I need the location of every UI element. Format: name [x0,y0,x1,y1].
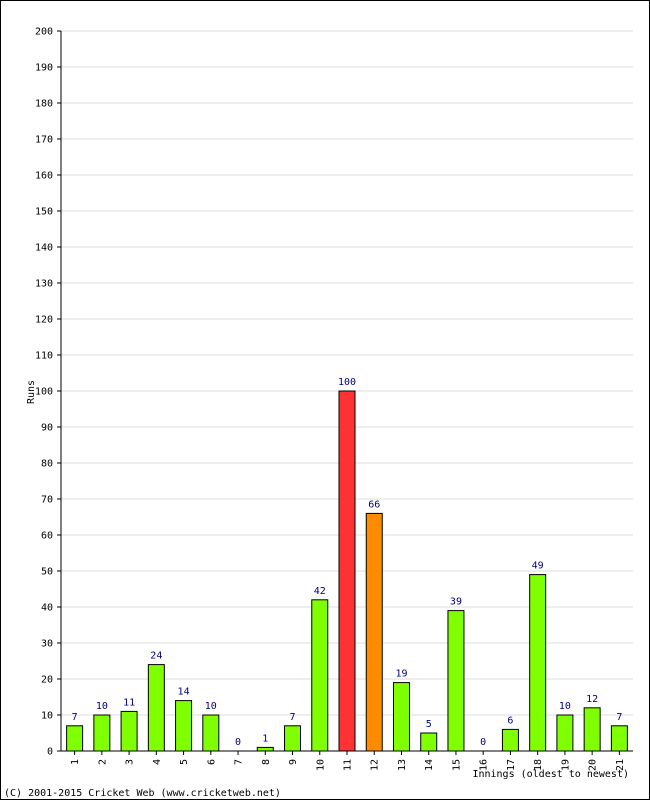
y-tick-label: 110 [35,351,53,362]
data-label-innings-20: 12 [586,694,598,705]
data-label-innings-6: 10 [205,701,217,712]
data-label-innings-13: 19 [395,669,407,680]
x-tick-label: 10 [315,759,326,771]
data-label-innings-19: 10 [559,701,571,712]
x-tick-label: 4 [152,759,163,765]
x-tick-label: 1 [70,759,81,765]
y-tick-label: 180 [35,99,53,110]
bar-innings-8 [256,746,274,752]
bar-innings-9 [284,725,302,752]
x-axis-title: Innings (oldest to newest) [472,769,629,780]
data-label-innings-5: 14 [178,687,190,698]
data-label-innings-17: 6 [507,715,513,726]
data-label-innings-9: 7 [290,712,296,723]
bar-innings-3 [120,710,138,752]
y-tick-label: 0 [47,747,53,758]
y-tick-label: 60 [41,531,53,542]
x-tick-label: 12 [370,759,381,771]
y-tick-label: 160 [35,171,53,182]
data-label-innings-3: 11 [123,697,135,708]
x-tick-label: 13 [397,759,408,771]
bar-innings-13 [392,682,410,752]
data-label-innings-21: 7 [616,712,622,723]
bar-innings-19 [556,714,574,752]
y-tick-label: 150 [35,207,53,218]
data-label-innings-2: 10 [96,701,108,712]
bar-innings-1 [66,725,84,752]
grid-lines [61,30,633,716]
y-tick-label: 120 [35,315,53,326]
bar-innings-15 [447,610,465,752]
y-tick-label: 80 [41,459,53,470]
x-tick-label: 19 [560,759,571,771]
bar-innings-18 [529,574,547,752]
bar-innings-12 [365,512,383,752]
y-axis-title: Runs [26,380,37,404]
y-tick-label: 190 [35,63,53,74]
x-tick-label: 16 [479,759,490,771]
data-label-innings-8: 1 [262,733,268,744]
bar-innings-20 [583,707,601,752]
y-tick-label: 70 [41,495,53,506]
bar-innings-4 [147,664,165,752]
y-tick-label: 50 [41,567,53,578]
x-tick-label: 21 [615,759,626,771]
x-tick-label: 17 [506,759,517,771]
x-tick-labels: 1 2 3 4 5 6 7 8 9 10 11 12 13 14 15 16 17 18 19 20 21 [70,751,626,771]
bar-innings-6 [202,714,220,752]
x-tick-label: 3 [125,759,136,765]
x-tick-label: 14 [424,759,435,771]
x-tick-label: 8 [261,759,272,765]
bar-innings-21 [610,725,628,752]
copyright-footer: (C) 2001-2015 Cricket Web (www.cricketwe… [4,788,281,799]
x-tick-label: 15 [451,759,462,771]
y-tick-labels: 0 10 20 30 40 50 60 70 80 90 100 110 120 130 140 150 160… [35,27,61,758]
x-tick-label: 11 [343,759,354,771]
x-tick-label: 20 [588,759,599,771]
bar-innings-17 [501,728,519,752]
y-tick-label: 170 [35,135,53,146]
y-tick-label: 20 [41,675,53,686]
bar-innings-14 [420,732,438,752]
x-tick-label: 6 [206,759,217,765]
data-label-innings-12: 66 [368,499,380,510]
data-label-innings-18: 49 [532,561,544,572]
x-tick-label: 5 [179,759,190,765]
y-tick-label: 40 [41,603,53,614]
bar-innings-11 [338,390,356,752]
x-tick-label: 7 [234,759,245,765]
data-label-innings-14: 5 [426,719,432,730]
y-tick-label: 30 [41,639,53,650]
data-label-innings-4: 24 [150,651,162,662]
data-label-innings-1: 7 [72,712,78,723]
data-label-innings-11: 100 [338,377,356,388]
y-tick-label: 130 [35,279,53,290]
bar-innings-10 [311,599,329,752]
x-tick-label: 2 [97,759,108,765]
y-tick-label: 140 [35,243,53,254]
data-label-innings-10: 42 [314,586,326,597]
y-tick-label: 100 [35,387,53,398]
bar-innings-5 [175,700,193,752]
data-label-innings-15: 39 [450,597,462,608]
y-tick-label: 90 [41,423,53,434]
y-tick-label: 200 [35,27,53,38]
x-tick-label: 9 [288,759,299,765]
bar-innings-2 [93,714,111,752]
data-label-innings-16: 0 [480,737,486,748]
y-tick-label: 10 [41,711,53,722]
data-label-innings-7: 0 [235,737,241,748]
x-tick-label: 18 [533,759,544,771]
